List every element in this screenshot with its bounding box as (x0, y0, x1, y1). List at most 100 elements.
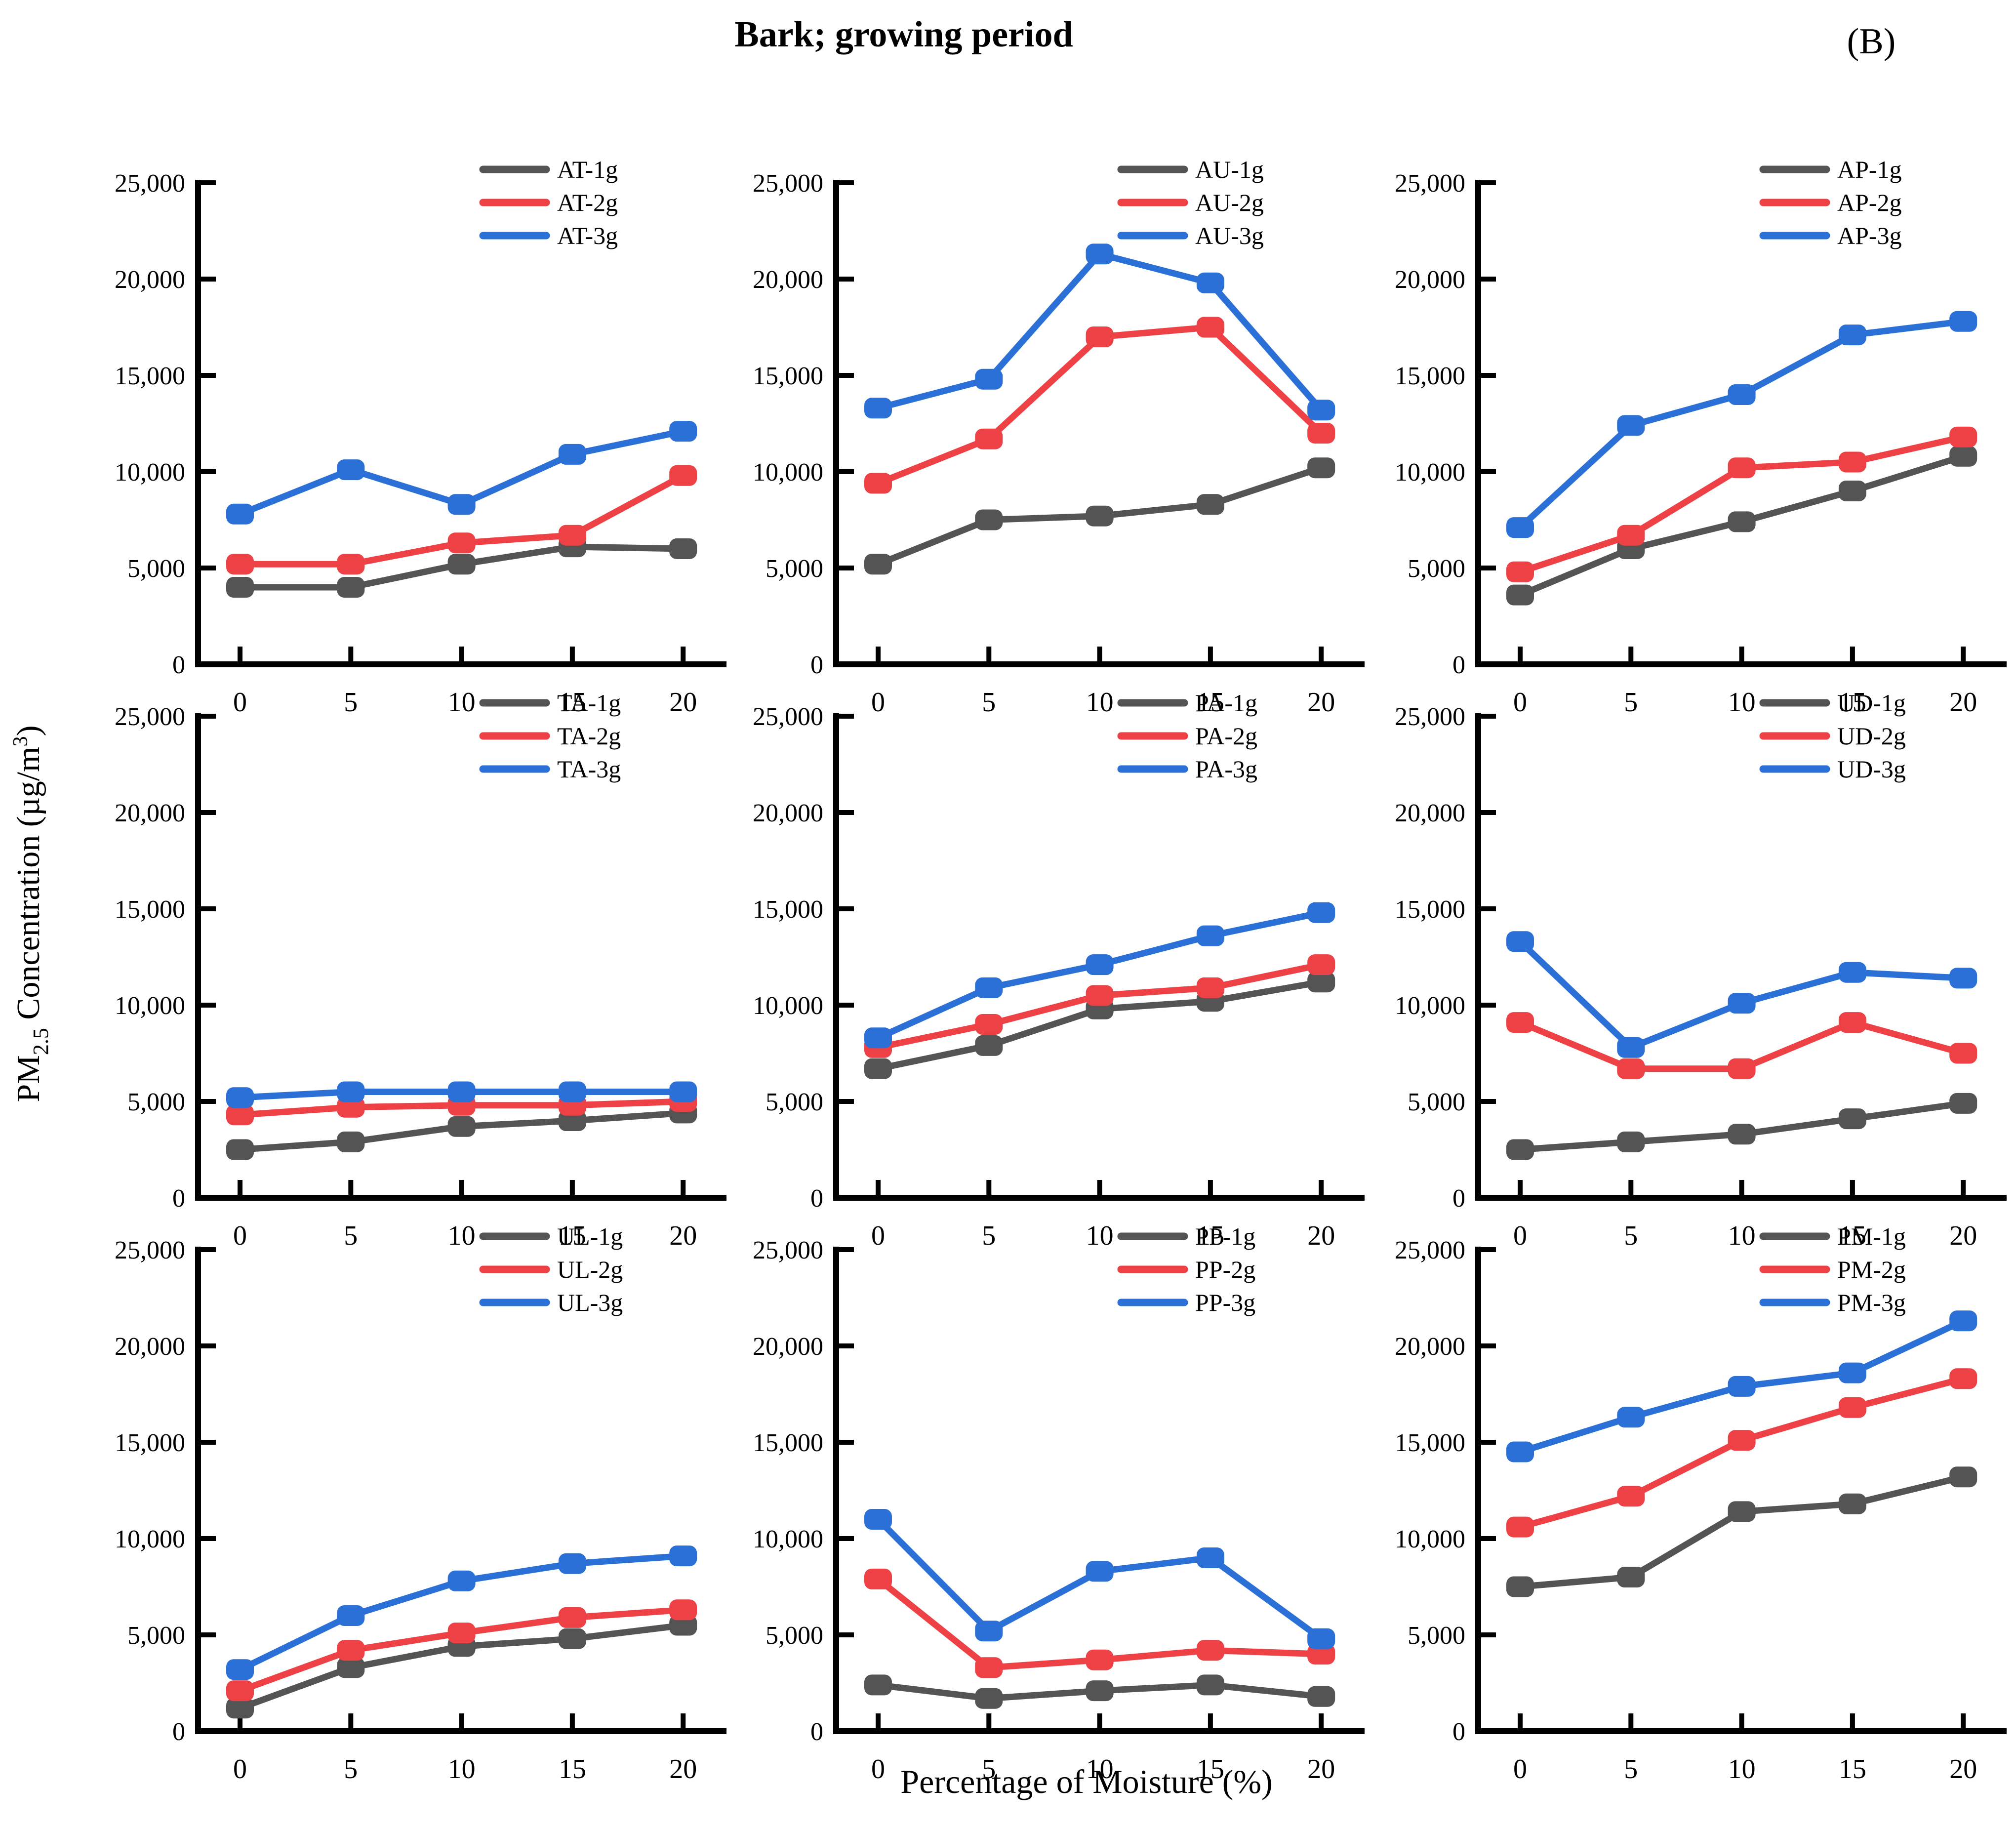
data-point-TA-3g (337, 1081, 365, 1102)
legend-label-AT-2g: AT-2g (557, 189, 618, 216)
y-tick-label: 10,000 (753, 1525, 823, 1553)
data-point-AT-3g (669, 421, 697, 442)
data-point-AP-3g (1838, 325, 1866, 346)
data-point-UL-3g (669, 1545, 697, 1567)
data-point-AP-2g (1838, 451, 1866, 473)
legend-label-PP-1g: PP-1g (1195, 1222, 1255, 1250)
data-point-UD-2g (1728, 1058, 1756, 1079)
y-tick-label: 15,000 (1395, 895, 1465, 924)
legend-label-AT-3g: AT-3g (557, 222, 618, 249)
data-point-AU-1g (864, 554, 892, 575)
y-tick-label: 15,000 (1395, 1429, 1465, 1457)
data-point-PA-3g (1196, 925, 1224, 946)
data-point-TA-1g (337, 1131, 365, 1152)
subplot-AP: 0 5,000 10,000 15,000 20,000 25,000 0 5 10 15 20 AP… (1395, 156, 2007, 718)
data-point-UL-1g (558, 1628, 586, 1649)
data-point-PM-1g (1949, 1466, 1977, 1488)
subplot-UL: 0 5,000 10,000 15,000 20,000 25,000 0 5 10 15 20 UL… (115, 1222, 726, 1785)
data-point-AU-2g (975, 428, 1003, 449)
data-point-PP-3g (864, 1509, 892, 1530)
data-point-AP-2g (1506, 561, 1534, 582)
data-point-AP-1g (1838, 481, 1866, 501)
data-point-UD-3g (1617, 1037, 1645, 1058)
data-point-TA-1g (226, 1139, 254, 1160)
x-tick-label: 15 (559, 1220, 586, 1251)
y-tick-label: 20,000 (1395, 799, 1465, 827)
legend-UD: UD-1g UD-2g UD-3g (1759, 689, 1906, 783)
legend-label-UD-3g: UD-3g (1837, 755, 1906, 783)
x-tick-label: 0 (233, 1754, 247, 1785)
data-point-UD-2g (1506, 1012, 1534, 1033)
legend-label-AP-2g: AP-2g (1837, 189, 1902, 216)
legend-AU: AU-1g AU-2g AU-3g (1117, 156, 1264, 249)
data-point-AT-2g (558, 525, 586, 546)
y-tick-label: 20,000 (115, 799, 185, 827)
data-point-AP-3g (1728, 384, 1756, 405)
legend-label-UD-1g: UD-1g (1837, 689, 1906, 717)
axis-spines (833, 1247, 1365, 1734)
data-point-UD-2g (1617, 1058, 1645, 1079)
data-point-PM-1g (1617, 1567, 1645, 1587)
y-title-close: ) (10, 725, 46, 736)
x-tick-label: 20 (1949, 687, 1977, 718)
y-tick-label: 15,000 (753, 362, 823, 390)
axis-spines (833, 713, 1365, 1201)
axis-spines (833, 180, 1365, 667)
y-tick-label: 25,000 (753, 169, 823, 198)
data-point-PP-1g (1086, 1680, 1114, 1702)
data-point-PM-2g (1949, 1368, 1977, 1389)
data-point-PP-3g (975, 1621, 1003, 1642)
data-point-PP-1g (1307, 1686, 1335, 1707)
data-point-UL-2g (669, 1599, 697, 1621)
legend-label-TA-1g: TA-1g (557, 689, 621, 717)
x-tick-label: 10 (1728, 687, 1756, 718)
y-tick-label: 25,000 (115, 703, 185, 731)
data-point-PM-3g (1838, 1362, 1866, 1383)
y-tick-label: 10,000 (1395, 992, 1465, 1020)
x-tick-label: 5 (344, 1220, 358, 1251)
data-point-UD-1g (1728, 1124, 1756, 1145)
legend-PA: PA-1g PA-2g PA-3g (1117, 689, 1257, 783)
data-point-UD-2g (1949, 1043, 1977, 1064)
data-point-AP-3g (1949, 311, 1977, 332)
y-tick-label: 0 (810, 1718, 823, 1746)
y-tick-label: 15,000 (115, 1429, 185, 1457)
x-tick-label: 20 (669, 1220, 697, 1251)
data-point-TA-3g (447, 1081, 476, 1102)
x-tick-label: 0 (1513, 1220, 1527, 1251)
legend-label-TA-2g: TA-2g (557, 722, 621, 750)
data-point-AU-3g (1307, 400, 1335, 421)
data-point-PM-1g (1506, 1576, 1534, 1597)
subplot-UD: 0 5,000 10,000 15,000 20,000 25,000 0 5 10 15 20 UD… (1395, 689, 2007, 1251)
y-tick-label: 15,000 (753, 1429, 823, 1457)
data-point-AU-2g (1086, 326, 1114, 347)
data-point-TA-3g (669, 1081, 697, 1102)
y-tick-label: 20,000 (1395, 1333, 1465, 1361)
y-tick-label: 20,000 (753, 266, 823, 294)
axis-spines (195, 1247, 726, 1734)
data-point-UD-2g (1838, 1012, 1866, 1033)
panel-label-b: (B) (1847, 21, 1896, 62)
legend-UL: UL-1g UL-2g UL-3g (479, 1222, 623, 1316)
y-tick-label: 25,000 (115, 1236, 185, 1264)
y-tick-label: 0 (172, 651, 185, 679)
data-point-AU-1g (975, 509, 1003, 530)
data-point-AP-1g (1949, 446, 1977, 467)
data-point-TA-3g (226, 1087, 254, 1108)
data-point-UD-3g (1728, 993, 1756, 1014)
legend-PP: PP-1g PP-2g PP-3g (1117, 1222, 1255, 1316)
x-tick-label: 15 (1197, 687, 1224, 718)
y-tick-label: 5,000 (127, 555, 185, 583)
data-point-AT-3g (558, 444, 586, 465)
x-tick-label: 15 (1197, 1754, 1224, 1785)
series-line-AP-3g (1517, 318, 1967, 531)
data-point-PA-3g (1307, 902, 1335, 923)
data-point-AT-3g (226, 503, 254, 525)
y-tick-label: 25,000 (1395, 1236, 1465, 1264)
subplot-PP: 0 5,000 10,000 15,000 20,000 25,000 0 5 10 15 20 PP… (753, 1222, 1365, 1785)
data-point-PM-2g (1617, 1486, 1645, 1507)
x-tick-label: 15 (1839, 687, 1866, 718)
legend-label-TA-3g: TA-3g (557, 755, 621, 783)
series-line-AU-2g (875, 324, 1325, 487)
legend-label-PP-3g: PP-3g (1195, 1289, 1255, 1316)
